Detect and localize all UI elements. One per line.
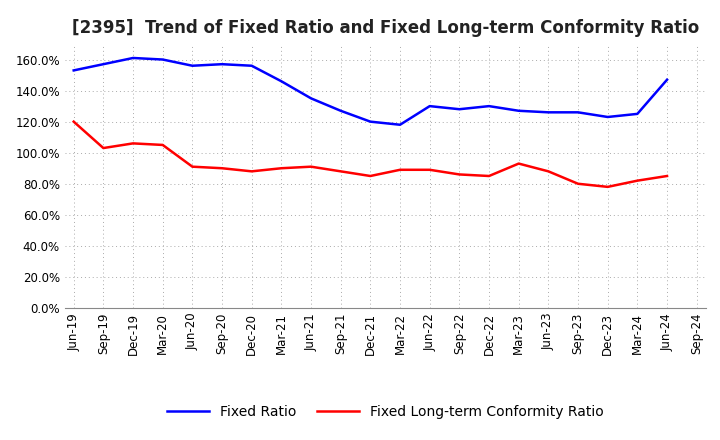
Fixed Ratio [188, 63, 197, 68]
Fixed Ratio [248, 63, 256, 68]
Fixed Long-term Conformity Ratio [69, 119, 78, 124]
Fixed Long-term Conformity Ratio [307, 164, 315, 169]
Fixed Ratio [455, 106, 464, 112]
Fixed Long-term Conformity Ratio [485, 173, 493, 179]
Fixed Long-term Conformity Ratio [514, 161, 523, 166]
Fixed Long-term Conformity Ratio [336, 169, 345, 174]
Fixed Long-term Conformity Ratio [366, 173, 374, 179]
Fixed Ratio [426, 103, 434, 109]
Fixed Long-term Conformity Ratio [217, 165, 226, 171]
Fixed Long-term Conformity Ratio [129, 141, 138, 146]
Fixed Long-term Conformity Ratio [248, 169, 256, 174]
Fixed Ratio [662, 77, 671, 82]
Fixed Ratio [277, 79, 286, 84]
Fixed Long-term Conformity Ratio [99, 145, 108, 150]
Fixed Long-term Conformity Ratio [277, 165, 286, 171]
Fixed Ratio [603, 114, 612, 120]
Fixed Long-term Conformity Ratio [544, 169, 553, 174]
Fixed Ratio [396, 122, 405, 128]
Legend: Fixed Ratio, Fixed Long-term Conformity Ratio: Fixed Ratio, Fixed Long-term Conformity … [161, 400, 609, 425]
Fixed Long-term Conformity Ratio [455, 172, 464, 177]
Fixed Long-term Conformity Ratio [662, 173, 671, 179]
Fixed Long-term Conformity Ratio [633, 178, 642, 183]
Fixed Ratio [574, 110, 582, 115]
Fixed Ratio [307, 96, 315, 101]
Fixed Ratio [633, 111, 642, 117]
Fixed Ratio [69, 68, 78, 73]
Fixed Ratio [129, 55, 138, 61]
Fixed Long-term Conformity Ratio [188, 164, 197, 169]
Fixed Ratio [544, 110, 553, 115]
Fixed Ratio [485, 103, 493, 109]
Fixed Long-term Conformity Ratio [158, 142, 167, 147]
Fixed Ratio [99, 62, 108, 67]
Fixed Long-term Conformity Ratio [396, 167, 405, 172]
Fixed Long-term Conformity Ratio [426, 167, 434, 172]
Title: [2395]  Trend of Fixed Ratio and Fixed Long-term Conformity Ratio: [2395] Trend of Fixed Ratio and Fixed Lo… [71, 19, 699, 37]
Fixed Ratio [514, 108, 523, 114]
Fixed Ratio [217, 62, 226, 67]
Fixed Ratio [366, 119, 374, 124]
Fixed Long-term Conformity Ratio [603, 184, 612, 190]
Fixed Long-term Conformity Ratio [574, 181, 582, 187]
Fixed Ratio [158, 57, 167, 62]
Line: Fixed Long-term Conformity Ratio: Fixed Long-term Conformity Ratio [73, 121, 667, 187]
Fixed Ratio [336, 108, 345, 114]
Line: Fixed Ratio: Fixed Ratio [73, 58, 667, 125]
